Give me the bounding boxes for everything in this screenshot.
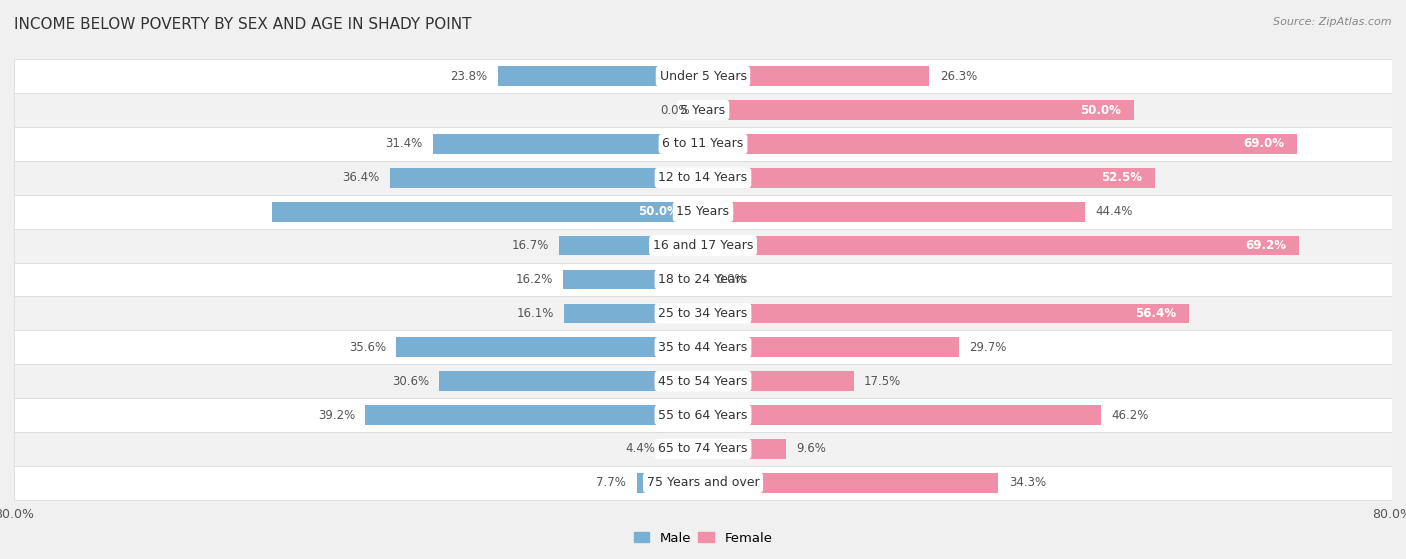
Text: 17.5%: 17.5% [865,375,901,387]
Bar [703,338,959,357]
Text: 12 to 14 Years: 12 to 14 Years [658,172,748,184]
Bar [637,473,703,492]
Text: 35.6%: 35.6% [349,341,387,354]
Bar [703,134,1298,154]
Text: 6 to 11 Years: 6 to 11 Years [662,138,744,150]
Text: 23.8%: 23.8% [450,70,488,83]
Text: 35 to 44 Years: 35 to 44 Years [658,341,748,354]
Text: 46.2%: 46.2% [1111,409,1149,421]
Bar [564,269,703,290]
Text: 45 to 54 Years: 45 to 54 Years [658,375,748,387]
FancyBboxPatch shape [14,364,1392,398]
Text: 31.4%: 31.4% [385,138,422,150]
Bar [665,439,703,459]
Bar [703,473,998,492]
Text: Source: ZipAtlas.com: Source: ZipAtlas.com [1274,17,1392,27]
Text: 16.7%: 16.7% [512,239,548,252]
FancyBboxPatch shape [14,432,1392,466]
Text: INCOME BELOW POVERTY BY SEX AND AGE IN SHADY POINT: INCOME BELOW POVERTY BY SEX AND AGE IN S… [14,17,471,32]
Text: 39.2%: 39.2% [318,409,356,421]
Bar [703,405,1101,425]
Text: 0.0%: 0.0% [661,103,690,117]
Bar [703,236,1299,255]
Text: 55 to 64 Years: 55 to 64 Years [658,409,748,421]
Text: 75 Years and over: 75 Years and over [647,476,759,489]
FancyBboxPatch shape [14,466,1392,500]
Bar [703,304,1188,323]
Bar [703,67,929,86]
FancyBboxPatch shape [14,93,1392,127]
Text: 65 to 74 Years: 65 to 74 Years [658,442,748,456]
Bar [389,168,703,188]
Bar [703,202,1085,221]
Text: 44.4%: 44.4% [1095,205,1133,218]
FancyBboxPatch shape [14,296,1392,330]
Text: 0.0%: 0.0% [716,273,745,286]
Text: 16 and 17 Years: 16 and 17 Years [652,239,754,252]
FancyBboxPatch shape [14,195,1392,229]
Bar [703,168,1156,188]
Bar [564,304,703,323]
Text: 69.2%: 69.2% [1246,239,1286,252]
Bar [703,439,786,459]
FancyBboxPatch shape [14,127,1392,161]
Text: 7.7%: 7.7% [596,476,626,489]
Bar [396,338,703,357]
FancyBboxPatch shape [14,263,1392,296]
Bar [703,100,1133,120]
Text: 52.5%: 52.5% [1101,172,1142,184]
Text: 26.3%: 26.3% [939,70,977,83]
FancyBboxPatch shape [14,398,1392,432]
FancyBboxPatch shape [14,229,1392,263]
Text: 50.0%: 50.0% [1080,103,1121,117]
Bar [560,236,703,255]
Bar [273,202,703,221]
Text: 34.3%: 34.3% [1008,476,1046,489]
Bar [440,371,703,391]
Text: 5 Years: 5 Years [681,103,725,117]
Bar [703,371,853,391]
Text: 16.1%: 16.1% [516,307,554,320]
Text: 25 to 34 Years: 25 to 34 Years [658,307,748,320]
Bar [498,67,703,86]
Text: 4.4%: 4.4% [624,442,655,456]
Text: 18 to 24 Years: 18 to 24 Years [658,273,748,286]
FancyBboxPatch shape [14,161,1392,195]
Text: 29.7%: 29.7% [969,341,1007,354]
Text: 15 Years: 15 Years [676,205,730,218]
Legend: Male, Female: Male, Female [628,527,778,550]
FancyBboxPatch shape [14,59,1392,93]
Text: Under 5 Years: Under 5 Years [659,70,747,83]
Text: 16.2%: 16.2% [516,273,553,286]
Text: 9.6%: 9.6% [796,442,825,456]
Text: 50.0%: 50.0% [638,205,679,218]
Text: 56.4%: 56.4% [1135,307,1175,320]
FancyBboxPatch shape [14,330,1392,364]
Bar [433,134,703,154]
Text: 30.6%: 30.6% [392,375,429,387]
Text: 36.4%: 36.4% [342,172,380,184]
Bar [366,405,703,425]
Text: 69.0%: 69.0% [1243,138,1284,150]
